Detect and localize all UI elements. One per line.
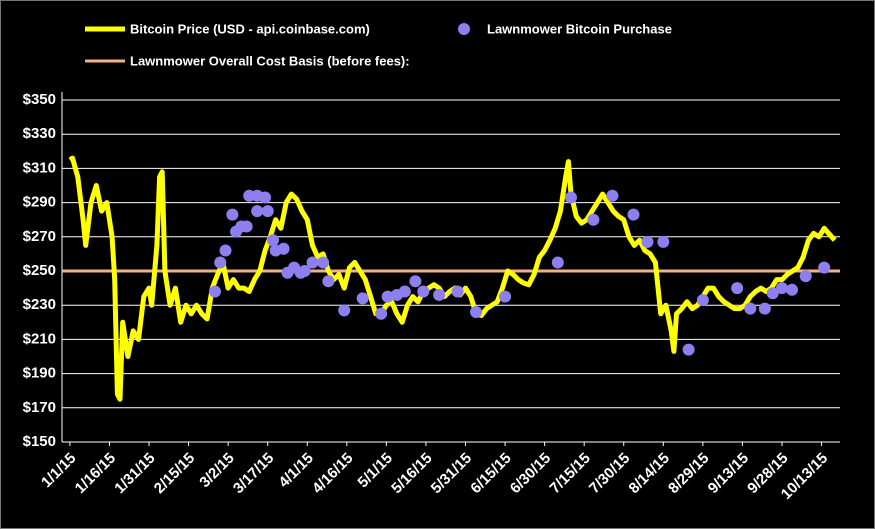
purchase-point	[306, 256, 319, 269]
purchase-point	[775, 282, 788, 295]
y-tick-label: $350	[23, 91, 56, 108]
purchase-point	[322, 275, 335, 288]
purchase-point	[219, 244, 232, 257]
purchase-point	[208, 285, 221, 298]
y-tick-label: $210	[23, 330, 56, 347]
purchase-point	[375, 307, 388, 320]
purchase-point	[682, 343, 695, 356]
purchase-point	[587, 213, 600, 226]
purchase-point	[251, 205, 264, 218]
y-tick-label: $250	[23, 262, 56, 279]
purchase-point	[606, 189, 619, 202]
purchase-point	[261, 205, 274, 218]
purchase-point	[551, 256, 564, 269]
purchase-point	[696, 294, 709, 307]
purchase-point	[818, 261, 831, 274]
purchase-point	[356, 292, 369, 305]
purchase-point	[731, 282, 744, 295]
purchase-point	[499, 290, 512, 303]
purchase-point	[786, 283, 799, 296]
y-tick-label: $310	[23, 159, 56, 176]
purchase-point	[338, 304, 351, 317]
y-tick-label: $230	[23, 296, 56, 313]
purchase-point	[259, 191, 272, 204]
purchase-point	[226, 208, 239, 221]
purchase-point	[564, 191, 577, 204]
purchase-point	[398, 285, 411, 298]
purchase-point	[277, 242, 290, 255]
legend-label: Lawnmower Bitcoin Purchase	[487, 21, 672, 36]
y-tick-label: $150	[23, 433, 56, 450]
purchase-point	[417, 285, 430, 298]
y-tick-label: $330	[23, 125, 56, 142]
purchase-point	[409, 275, 422, 288]
purchase-point	[641, 235, 654, 248]
y-tick-label: $170	[23, 399, 56, 416]
y-tick-label: $290	[23, 194, 56, 211]
purchase-point	[758, 302, 771, 315]
legend-label: Lawnmower Overall Cost Basis (before fee…	[130, 53, 410, 68]
y-tick-label: $190	[23, 365, 56, 382]
purchase-point	[744, 302, 757, 315]
purchase-point	[470, 306, 483, 319]
purchase-point	[240, 220, 253, 233]
purchase-point	[214, 256, 227, 269]
purchase-point	[381, 290, 394, 303]
purchase-point	[451, 285, 464, 298]
purchase-point	[627, 208, 640, 221]
purchase-point	[657, 235, 670, 248]
purchase-point	[799, 270, 812, 283]
purchase-point	[266, 234, 279, 247]
purchase-point	[317, 256, 330, 269]
purchase-point	[433, 288, 446, 301]
y-tick-label: $270	[23, 228, 56, 245]
purchase-point	[298, 265, 311, 277]
legend-swatch	[458, 23, 470, 35]
legend-label: Bitcoin Price (USD - api.coinbase.com)	[130, 21, 370, 36]
purchase-point	[766, 287, 779, 300]
